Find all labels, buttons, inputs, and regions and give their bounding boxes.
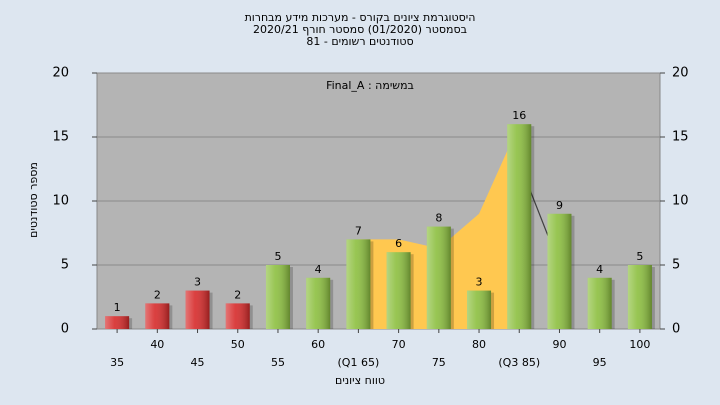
value-label: 1 xyxy=(114,301,121,314)
value-label: 6 xyxy=(395,237,402,250)
bar-shade xyxy=(306,277,331,329)
bar-shade xyxy=(185,290,210,329)
y-tick-label: 20 xyxy=(52,66,69,81)
y2-tick-label: 0 xyxy=(672,322,680,337)
x-tick-label: 95 xyxy=(593,356,607,369)
value-label: 2 xyxy=(154,288,161,301)
x-tick-label: 80 xyxy=(472,338,486,351)
x-tick-label: 70 xyxy=(392,338,406,351)
x-tick-label: 60 xyxy=(311,338,325,351)
bar-shade xyxy=(105,316,130,329)
y-tick-label: 10 xyxy=(52,194,69,209)
y2-tick-label: 20 xyxy=(672,66,689,81)
title-line: סטודנטים רשומים - 81 xyxy=(306,35,413,48)
y2-tick-label: 10 xyxy=(672,194,689,209)
bar-shade xyxy=(507,124,532,329)
x-tick-label: 100 xyxy=(629,338,650,351)
annotation: במשימה : Final_A xyxy=(326,79,414,92)
bar-shade xyxy=(386,252,411,329)
value-label: 8 xyxy=(435,212,442,225)
value-label: 3 xyxy=(476,276,483,289)
x-tick-label: 35 xyxy=(110,356,124,369)
x-tick-label: (Q3 85) xyxy=(498,356,540,369)
value-label: 9 xyxy=(556,199,563,212)
y-tick-label: 0 xyxy=(61,322,69,337)
y2-tick-label: 15 xyxy=(672,130,689,145)
x-tick-label: 50 xyxy=(231,338,245,351)
value-label: 5 xyxy=(636,250,643,263)
bar-shade xyxy=(426,226,451,329)
value-label: 4 xyxy=(596,263,603,276)
bar-shade xyxy=(225,303,250,329)
value-label: 3 xyxy=(194,276,201,289)
bar-shade xyxy=(627,265,652,329)
x-tick-label: 45 xyxy=(191,356,205,369)
bar-shade xyxy=(145,303,170,329)
x-tick-label: (Q1 65) xyxy=(338,356,380,369)
y-tick-label: 5 xyxy=(61,258,69,273)
bar-shade xyxy=(265,265,290,329)
x-tick-label: 75 xyxy=(432,356,446,369)
value-label: 16 xyxy=(512,109,526,122)
value-label: 5 xyxy=(274,250,281,263)
x-tick-label: 90 xyxy=(552,338,566,351)
y2-tick-label: 5 xyxy=(672,258,680,273)
bar-shade xyxy=(547,213,572,329)
value-label: 4 xyxy=(315,263,322,276)
y-axis-label: מספר סטודנטים xyxy=(27,162,40,238)
bar-shade xyxy=(346,239,371,329)
value-label: 2 xyxy=(234,288,241,301)
x-axis-label: טווח ציונים xyxy=(335,374,385,387)
bar-shade xyxy=(467,290,492,329)
bar-shade xyxy=(587,277,612,329)
title-line: בסמסטר (01/2020) סמסטר חורף 2020/21 xyxy=(253,23,467,36)
title-line: היסטוגרמת ציונים בקורס - מערכות מידע מבח… xyxy=(245,11,476,24)
x-tick-label: 40 xyxy=(150,338,164,351)
x-tick-label: 55 xyxy=(271,356,285,369)
value-label: 7 xyxy=(355,224,362,237)
y-tick-label: 15 xyxy=(52,130,69,145)
